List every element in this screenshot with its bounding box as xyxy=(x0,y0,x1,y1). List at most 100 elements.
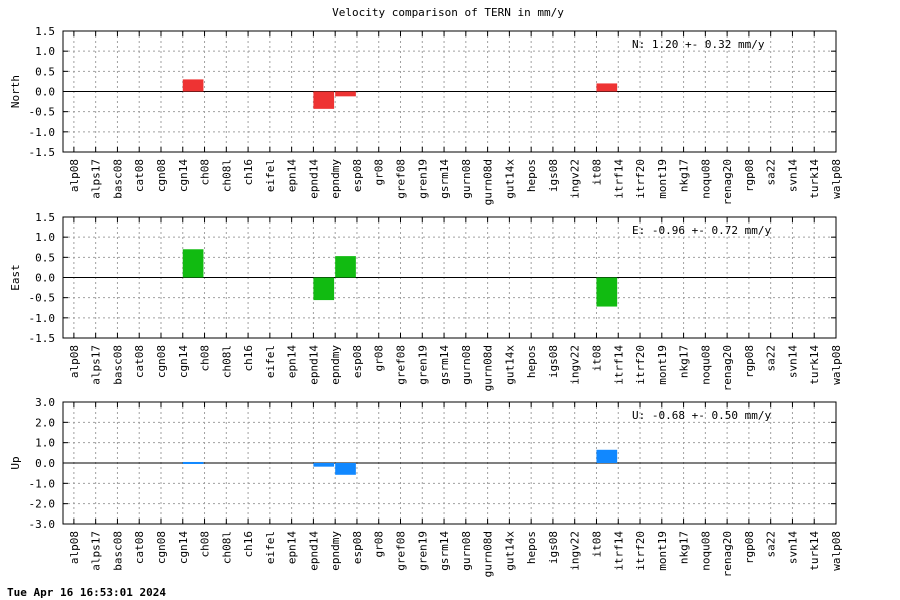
x-tick-label: alp08 xyxy=(68,159,81,192)
y-tick-label: 1.0 xyxy=(35,437,55,450)
x-tick-label: ch08l xyxy=(220,531,233,564)
y-tick-label: 3.0 xyxy=(35,396,55,409)
velocity-annotation: U: -0.68 +- 0.50 mm/y xyxy=(632,409,771,422)
panel-east: -1.5 -1.0 -0.5 0.0 0.5 1.0 1.5 alp08 alps17 basc0… xyxy=(9,211,843,391)
bar-epnd14 xyxy=(313,91,335,109)
x-tick-label: ch16 xyxy=(242,345,255,372)
x-tick-label: epn14 xyxy=(286,345,299,378)
bar-epnd14 xyxy=(313,463,335,467)
x-tick-label: gsrm14 xyxy=(438,345,451,385)
x-tick-label: walp08 xyxy=(830,345,843,385)
x-tick-label: rgp08 xyxy=(743,159,756,192)
x-tick-label: hepos xyxy=(525,345,538,378)
x-tick-label: hepos xyxy=(525,159,538,192)
x-tick-label: cat08 xyxy=(133,159,146,192)
y-tick-label: -3.0 xyxy=(29,518,56,531)
x-tick-label: cat08 xyxy=(133,345,146,378)
x-tick-label: cgn14 xyxy=(177,531,190,564)
x-tick-label: noqu08 xyxy=(699,345,712,385)
bar-it08 xyxy=(596,277,618,307)
x-tick-label: gurn08 xyxy=(460,159,473,199)
y-tick-label: 1.0 xyxy=(35,231,55,244)
bar-epndmy xyxy=(335,91,356,97)
x-tick-label: epnd14 xyxy=(307,159,320,199)
x-tick-label: mont19 xyxy=(656,531,669,571)
x-tick-label: itrf20 xyxy=(634,345,647,385)
x-tick-label: eifel xyxy=(264,345,277,378)
x-tick-label: turk14 xyxy=(808,531,821,571)
x-tick-label: mont19 xyxy=(656,159,669,199)
y-tick-label: -1.5 xyxy=(29,146,56,159)
x-tick-label: ch16 xyxy=(242,531,255,558)
y-tick-label: 0.0 xyxy=(35,86,55,99)
x-tick-label: noqu08 xyxy=(699,531,712,571)
x-tick-label: gsrm14 xyxy=(438,159,451,199)
x-tick-label: gurn08 xyxy=(460,531,473,571)
x-tick-label: esp08 xyxy=(351,345,364,378)
x-tick-label: epndmy xyxy=(329,531,342,571)
x-tick-label: gut14x xyxy=(503,345,516,385)
y-tick-label: 0.0 xyxy=(35,457,55,470)
x-tick-label: epndmy xyxy=(329,345,342,385)
x-tick-label: svn14 xyxy=(786,345,799,378)
y-tick-label: -2.0 xyxy=(29,498,56,511)
y-tick-label: -1.0 xyxy=(29,312,56,325)
x-tick-label: cgn14 xyxy=(177,345,190,378)
x-tick-label: gref08 xyxy=(395,531,408,571)
x-tick-label: it08 xyxy=(590,159,603,186)
x-tick-label: gren19 xyxy=(416,159,429,199)
x-tick-label: epnd14 xyxy=(307,345,320,385)
x-tick-label: gref08 xyxy=(395,345,408,385)
x-tick-label: igs08 xyxy=(547,159,560,192)
x-tick-label: gut14x xyxy=(503,159,516,199)
bar-epnd14 xyxy=(313,277,335,301)
x-tick-label: basc08 xyxy=(111,159,124,199)
x-tick-label: noqu08 xyxy=(699,159,712,199)
x-tick-label: ch08 xyxy=(199,345,212,372)
x-tick-label: alp08 xyxy=(68,345,81,378)
bar-it08 xyxy=(596,449,618,463)
x-tick-label: rgp08 xyxy=(743,345,756,378)
x-tick-label: igs08 xyxy=(547,345,560,378)
y-tick-label: 1.0 xyxy=(35,45,55,58)
x-tick-label: turk14 xyxy=(808,345,821,385)
plot-frame xyxy=(62,401,837,525)
y-tick-label: 1.5 xyxy=(35,25,55,38)
y-tick-label: -1.5 xyxy=(29,332,56,345)
y-axis-title: East xyxy=(9,264,22,291)
bar-cgn14 xyxy=(182,461,204,464)
y-tick-label: 0.0 xyxy=(35,272,55,285)
x-tick-label: ch08l xyxy=(220,345,233,378)
x-tick-label: epndmy xyxy=(329,159,342,199)
x-tick-label: epnd14 xyxy=(307,531,320,571)
y-tick-label: 2.0 xyxy=(35,416,55,429)
x-tick-label: itrf20 xyxy=(634,159,647,199)
x-tick-label: it08 xyxy=(590,345,603,372)
x-tick-label: gurn08d xyxy=(482,345,495,391)
x-tick-label: epn14 xyxy=(286,159,299,192)
x-tick-label: itrf20 xyxy=(634,531,647,571)
x-tick-label: igs08 xyxy=(547,531,560,564)
y-axis-title: North xyxy=(9,75,22,108)
x-tick-label: itrf14 xyxy=(612,345,625,385)
x-tick-label: ingv22 xyxy=(569,159,582,199)
x-tick-label: rgp08 xyxy=(743,531,756,564)
panel-up: -3.0 -2.0 -1.0 0.0 1.0 2.0 3.0 alp08 alps17 basc0… xyxy=(9,396,843,577)
bar-epndmy xyxy=(335,463,356,475)
bar-cgn14 xyxy=(182,79,204,92)
plot-frame xyxy=(62,30,837,153)
x-tick-label: turk14 xyxy=(808,159,821,199)
x-tick-label: gr08 xyxy=(373,531,386,558)
x-tick-label: alps17 xyxy=(90,531,103,571)
x-tick-label: sa22 xyxy=(765,345,778,372)
x-tick-label: ingv22 xyxy=(569,531,582,571)
x-tick-label: itrf14 xyxy=(612,531,625,571)
x-tick-label: ingv22 xyxy=(569,345,582,385)
x-tick-label: svn14 xyxy=(786,159,799,192)
figure-title: Velocity comparison of TERN in mm/y xyxy=(332,6,564,19)
x-tick-label: hepos xyxy=(525,531,538,564)
x-tick-label: alps17 xyxy=(90,345,103,385)
x-tick-label: renag20 xyxy=(721,531,734,577)
y-tick-label: -0.5 xyxy=(29,106,56,119)
